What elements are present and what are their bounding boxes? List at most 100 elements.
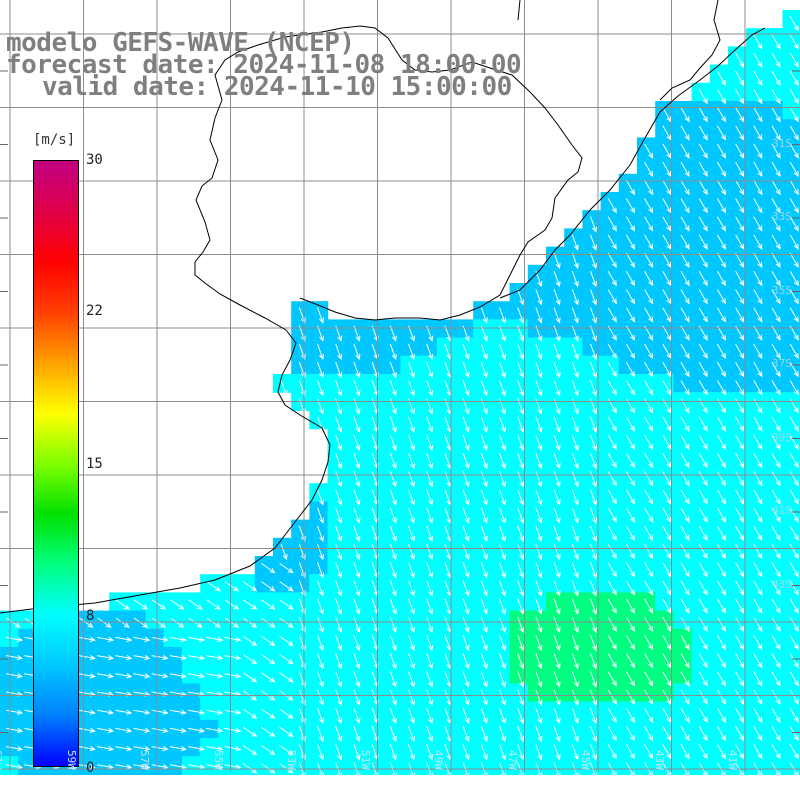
wind-arrow (680, 434, 690, 450)
wind-arrow-head (482, 754, 488, 761)
wind-arrow (317, 671, 324, 687)
wind-arrow-head (235, 745, 242, 752)
wind-arrow-head (611, 771, 617, 778)
wind-arrow-head (684, 443, 690, 451)
wind-arrow (590, 471, 597, 487)
wind-arrow-head (611, 589, 617, 596)
wind-arrow-head (198, 654, 206, 661)
wind-arrow-head (555, 754, 561, 761)
wind-arrow (408, 653, 415, 669)
wind-arrow-head (739, 553, 745, 560)
wind-arrow (644, 307, 654, 322)
wind-arrow-head (630, 425, 635, 432)
wind-arrow-head (482, 317, 488, 324)
wind-arrow (789, 198, 799, 213)
wind-arrow (242, 726, 257, 737)
wind-arrow (97, 764, 113, 769)
wind-arrow (426, 434, 433, 451)
wind-arrow-head (214, 604, 221, 610)
wind-arrow (771, 544, 781, 559)
wind-arrow (335, 543, 342, 560)
wind-arrow-head (702, 352, 708, 360)
wind-arrow-head (573, 754, 579, 761)
wind-arrow-head (107, 654, 115, 661)
wind-arrow-head (16, 727, 24, 733)
wind-arrow (444, 507, 451, 523)
wind-arrow-head (123, 604, 130, 610)
wind-arrow-head (501, 699, 506, 706)
wind-arrow-head (482, 699, 488, 706)
wind-arrow (97, 709, 113, 714)
wind-arrow (789, 616, 799, 632)
wind-arrow-head (355, 699, 361, 706)
wind-arrow-head (592, 444, 597, 451)
wind-arrow (662, 562, 672, 577)
wind-arrow (206, 673, 223, 678)
wind-arrow (78, 673, 95, 678)
wind-arrow (408, 471, 415, 487)
wind-arrow-head (482, 335, 488, 342)
wind-arrow-head (162, 654, 169, 661)
wind-arrow-head (16, 673, 24, 679)
wind-arrow-head (702, 298, 708, 305)
wind-arrow-head (793, 25, 799, 32)
wind-arrow-head (428, 353, 434, 360)
wind-arrow-head (373, 772, 379, 779)
wind-arrow (662, 671, 672, 686)
wind-arrow (753, 671, 763, 686)
wind-arrow-head (739, 771, 745, 778)
wind-arrow (408, 598, 415, 614)
wind-arrow-head (630, 462, 635, 469)
wind-arrow-head (300, 772, 306, 779)
wind-arrow-head (355, 517, 361, 524)
wind-arrow-head (319, 754, 324, 761)
wind-arrow-head (775, 425, 781, 432)
wind-arrow (242, 708, 257, 719)
wind-arrow-head (391, 699, 397, 706)
wind-arrow (607, 580, 617, 595)
wind-arrow (680, 380, 690, 395)
wind-arrow-head (793, 735, 799, 742)
wind-arrow-head (775, 79, 781, 87)
wind-arrow-head (217, 709, 224, 715)
wind-arrow (571, 307, 579, 323)
wind-arrow (771, 744, 781, 759)
wind-arrow-head (739, 61, 745, 68)
wind-arrow-head (648, 662, 654, 669)
wind-arrow-head (793, 280, 799, 287)
wind-arrow-head (482, 353, 488, 360)
wind-arrow-head (721, 553, 726, 560)
wind-arrow-head (592, 736, 597, 743)
wind-arrow (571, 616, 579, 633)
wind-arrow (771, 362, 781, 377)
wind-arrow (170, 599, 184, 610)
wind-arrow (716, 580, 726, 595)
wind-arrow (680, 107, 690, 122)
wind-arrow (389, 562, 397, 578)
wind-arrow-head (793, 225, 799, 232)
wind-arrow-head (428, 754, 434, 761)
wind-arrow-head (355, 554, 361, 561)
wind-arrow (97, 691, 113, 696)
wind-arrow-head (757, 371, 763, 378)
wind-arrow (499, 416, 506, 432)
wind-arrow (480, 707, 488, 724)
wind-arrow-head (721, 534, 726, 542)
wind-arrow (280, 543, 287, 560)
wind-arrow-head (757, 516, 763, 523)
wind-arrow-head (666, 516, 672, 523)
wind-arrow (97, 655, 113, 659)
wind-arrow-head (793, 170, 799, 178)
wind-arrow-head (300, 353, 306, 360)
wind-arrow (426, 562, 433, 578)
wind-arrow (517, 289, 524, 305)
wind-arrow-head (126, 727, 133, 733)
wind-arrow-head (464, 535, 470, 542)
wind-arrow-head (519, 353, 525, 360)
wind-arrow (480, 562, 488, 578)
wind-arrow (571, 562, 579, 578)
wind-arrow-head (739, 98, 745, 105)
wind-arrow (444, 762, 451, 778)
wind-arrow-head (300, 699, 306, 706)
wind-arrow-head (126, 673, 133, 679)
